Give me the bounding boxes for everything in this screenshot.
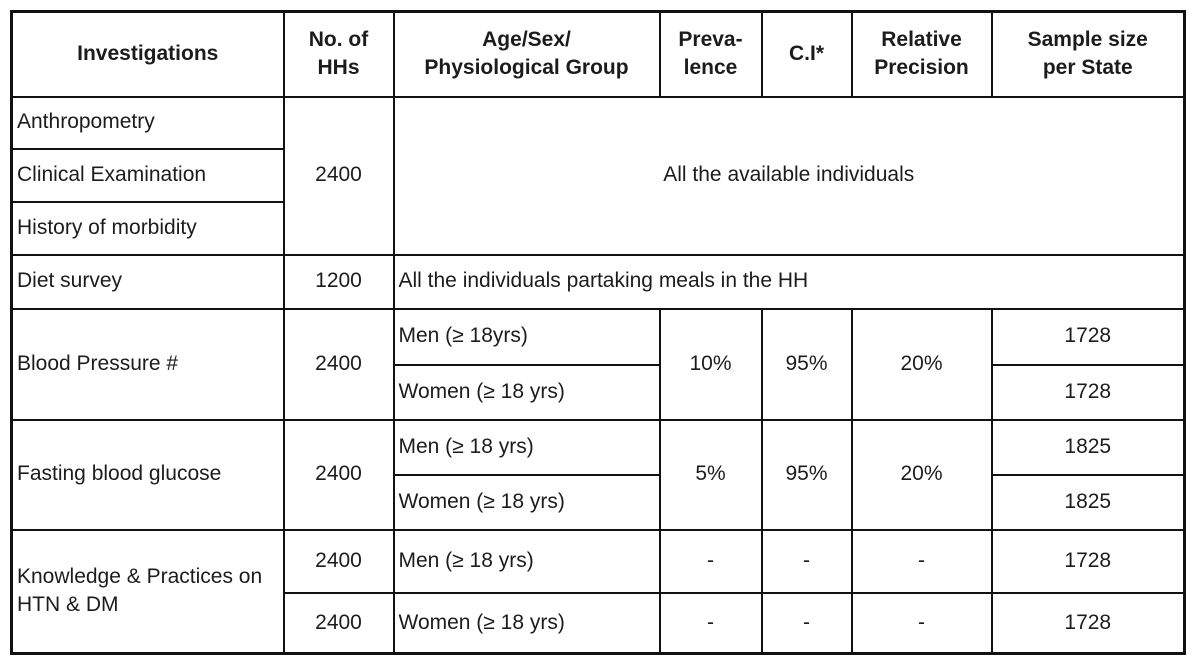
- cell-clinical-examination: Clinical Examination: [10, 147, 285, 203]
- row-knowledge-practices-women: 2400 Women (≥ 18 yrs) - - - 1728: [12, 591, 1186, 655]
- cell-kp-precision-men: -: [850, 528, 993, 594]
- row-knowledge-practices-men: Knowledge & Practices on HTN & DM 2400 M…: [10, 528, 1186, 655]
- cell-kp-precision-women: -: [850, 591, 993, 655]
- row-blood-pressure-men: Blood Pressure # 2400 Men (≥ 18yrs) 10% …: [10, 307, 1186, 421]
- cell-kp-name: Knowledge & Practices on HTN & DM: [10, 528, 285, 655]
- cell-fbg-men-group: Men (≥ 18 yrs): [392, 418, 661, 476]
- cell-history-of-morbidity: History of morbidity: [10, 200, 285, 256]
- cell-kp-sample-men: 1728: [990, 528, 1186, 594]
- cell-kp-prevalence-women: -: [658, 591, 763, 655]
- cell-bp-name: Blood Pressure #: [10, 307, 285, 421]
- cell-kp-hhs-women: 2400: [282, 591, 395, 655]
- row-fasting-glucose-women: Women (≥ 18 yrs) 1825: [12, 473, 1186, 531]
- cell-anthropometry: Anthropometry: [10, 95, 285, 150]
- cell-fbg-precision: 20%: [850, 418, 993, 531]
- header-row: Investigations No. of HHs Age/Sex/ Physi…: [10, 10, 1186, 98]
- cell-kp-ci-men: -: [760, 528, 853, 594]
- cell-bp-ci: 95%: [760, 307, 853, 421]
- cell-diet-group: All the individuals partaking meals in t…: [392, 253, 1186, 310]
- header-relative-precision: Relative Precision: [850, 10, 993, 98]
- cell-kp-men-group: Men (≥ 18 yrs): [392, 528, 661, 594]
- row-clinical-examination: Clinical Examination: [10, 147, 1185, 203]
- cell-bp-hhs: 2400: [282, 307, 395, 421]
- row-history-of-morbidity: History of morbidity: [10, 200, 1185, 256]
- cell-general-group: All the available individuals: [392, 95, 1186, 256]
- cell-bp-precision: 20%: [850, 307, 993, 421]
- header-sample-size: Sample size per State: [990, 10, 1186, 98]
- cell-kp-ci-women: -: [760, 591, 853, 655]
- study-design-table: Investigations No. of HHs Age/Sex/ Physi…: [10, 10, 1186, 655]
- cell-diet-name: Diet survey: [10, 253, 285, 310]
- cell-fbg-women-group: Women (≥ 18 yrs): [392, 473, 661, 531]
- cell-kp-sample-women: 1728: [990, 591, 1186, 655]
- cell-kp-hhs-men: 2400: [282, 528, 395, 594]
- cell-bp-prevalence: 10%: [658, 307, 763, 421]
- cell-kp-prevalence-men: -: [658, 528, 763, 594]
- cell-fbg-ci: 95%: [760, 418, 853, 531]
- cell-fbg-hhs: 2400: [282, 418, 395, 531]
- header-age-sex-group: Age/Sex/ Physiological Group: [392, 10, 661, 98]
- cell-diet-hhs: 1200: [282, 253, 395, 310]
- cell-bp-women-group: Women (≥ 18 yrs): [392, 363, 661, 421]
- cell-general-hhs: 2400: [282, 95, 395, 256]
- header-ci: C.I*: [760, 10, 853, 98]
- header-investigations: Investigations: [10, 10, 285, 98]
- cell-bp-sample-men: 1728: [990, 307, 1186, 366]
- row-diet-survey: Diet survey 1200 All the individuals par…: [10, 253, 1186, 310]
- cell-bp-men-group: Men (≥ 18yrs): [392, 307, 661, 366]
- row-blood-pressure-women: Women (≥ 18 yrs) 1728: [12, 363, 1186, 421]
- cell-kp-women-group: Women (≥ 18 yrs): [392, 591, 661, 655]
- header-no-of-hhs: No. of HHs: [282, 10, 395, 98]
- cell-fbg-sample-women: 1825: [990, 473, 1186, 531]
- cell-fbg-sample-men: 1825: [990, 418, 1186, 476]
- study-design-table-container: Investigations No. of HHs Age/Sex/ Physi…: [10, 10, 1186, 655]
- row-fasting-glucose-men: Fasting blood glucose 2400 Men (≥ 18 yrs…: [10, 418, 1186, 531]
- cell-fbg-name: Fasting blood glucose: [10, 418, 285, 531]
- row-anthropometry: Anthropometry 2400 All the available ind…: [10, 95, 1186, 256]
- header-prevalence: Preva- lence: [658, 10, 763, 98]
- cell-fbg-prevalence: 5%: [658, 418, 763, 531]
- cell-bp-sample-women: 1728: [990, 363, 1186, 421]
